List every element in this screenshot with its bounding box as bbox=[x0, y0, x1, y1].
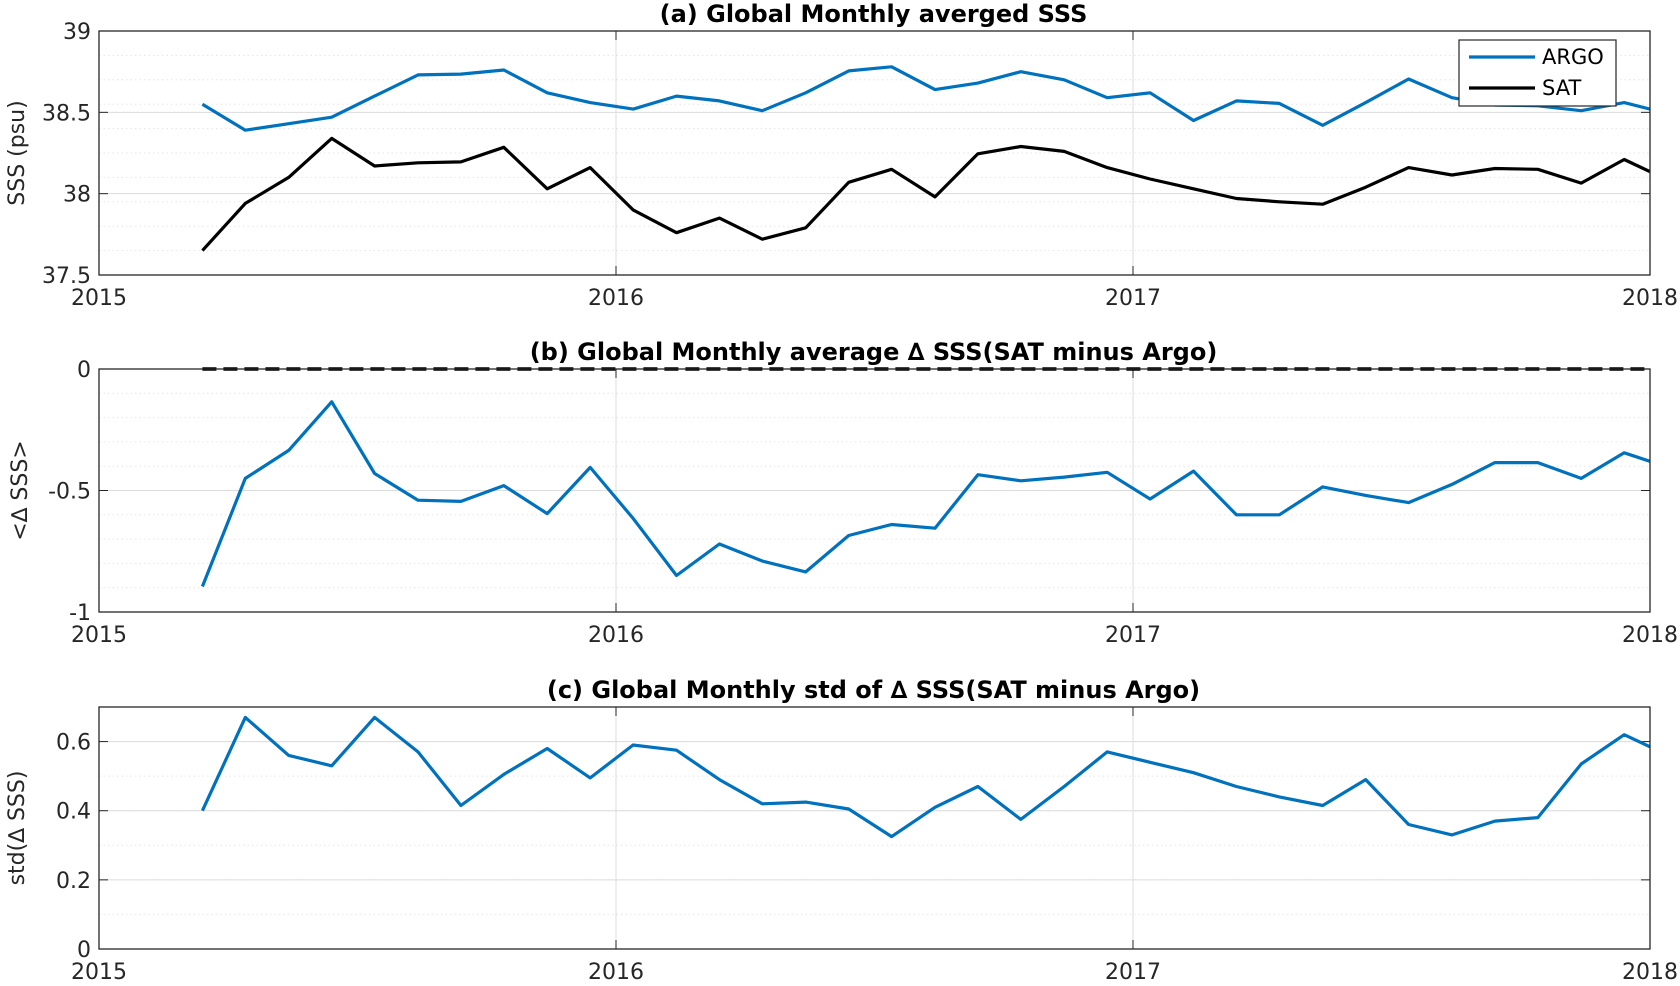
panel-c-y-tick-label: 0.4 bbox=[56, 800, 91, 825]
panel-a-x-tick-label: 2017 bbox=[1105, 286, 1161, 311]
panel-b-x-tick-label: 2016 bbox=[588, 623, 644, 648]
panel-c-axes-box bbox=[98, 706, 1651, 950]
legend-box bbox=[1458, 39, 1617, 107]
panel-b-x-tick-label: 2017 bbox=[1105, 623, 1161, 648]
panel-b: -1 -0.5 0 2015 2016 2017 2018 (b) Global Monthl… bbox=[8, 338, 1678, 648]
panel-a-axes-box bbox=[98, 30, 1651, 276]
panel-c-x-tick-label: 2015 bbox=[71, 960, 127, 982]
panel-c: 0 0.2 0.4 0.6 2015 2016 2017 2018 (c) Global Mon… bbox=[5, 676, 1678, 985]
panel-c-series-line-1 bbox=[200, 715, 1650, 839]
panel-a-y-tick-label: 37.5 bbox=[42, 264, 91, 289]
panel-c-y-tick-label: 0.2 bbox=[56, 869, 91, 894]
panel-a-y-tick-label: 38.5 bbox=[42, 101, 91, 126]
panel-a-title: (a) Global Monthly averged SSS bbox=[660, 0, 1088, 28]
panel-a-y-axis-label: SSS (psu) bbox=[5, 100, 30, 205]
panel-c-x-tick-label: 2017 bbox=[1105, 960, 1161, 982]
panel-a-y-tick-label: 38 bbox=[63, 183, 91, 208]
panel-c-title: (c) Global Monthly std of ∆ SSS(SAT minu… bbox=[547, 676, 1200, 704]
panel-a-legend: ARGO SAT bbox=[1458, 39, 1617, 107]
legend-label-argo: ARGO bbox=[1542, 45, 1604, 69]
panel-a-x-tick-label: 2016 bbox=[588, 286, 644, 311]
panel-b-series-line-1 bbox=[200, 400, 1650, 588]
panel-c-y-axis-label: std(∆ SSS) bbox=[5, 771, 30, 886]
panel-c-y-tick-label: 0 bbox=[77, 938, 91, 963]
panel-b-y-axis-label: <∆ SSS> bbox=[8, 440, 33, 540]
panel-b-y-tick-label: -1 bbox=[69, 601, 91, 626]
panel-b-x-tick-label: 2015 bbox=[71, 623, 127, 648]
panel-b-axes-box bbox=[98, 368, 1651, 613]
panel-a-x-tick-label: 2015 bbox=[71, 286, 127, 311]
panel-a-x-tick-label: 2018 bbox=[1622, 286, 1678, 311]
panel-b-title: (b) Global Monthly average ∆ SSS(SAT min… bbox=[530, 338, 1218, 366]
panel-b-x-tick-label: 2018 bbox=[1622, 623, 1678, 648]
panel-a: 37.5 38 38.5 39 2015 2016 2017 2018 (a) Global M… bbox=[5, 0, 1678, 311]
panel-b-y-tick-label: -0.5 bbox=[48, 480, 91, 505]
panel-c-x-tick-label: 2016 bbox=[588, 960, 644, 982]
legend-label-sat: SAT bbox=[1542, 76, 1581, 100]
panel-b-y-tick-label: 0 bbox=[77, 358, 91, 383]
panel-a-series-line-sat bbox=[201, 136, 1650, 252]
panel-c-y-tick-label: 0.6 bbox=[56, 731, 91, 756]
panel-a-y-tick-label: 39 bbox=[63, 20, 91, 45]
panel-c-x-tick-label: 2018 bbox=[1622, 960, 1678, 982]
panel-a-series-line-argo bbox=[201, 65, 1650, 132]
